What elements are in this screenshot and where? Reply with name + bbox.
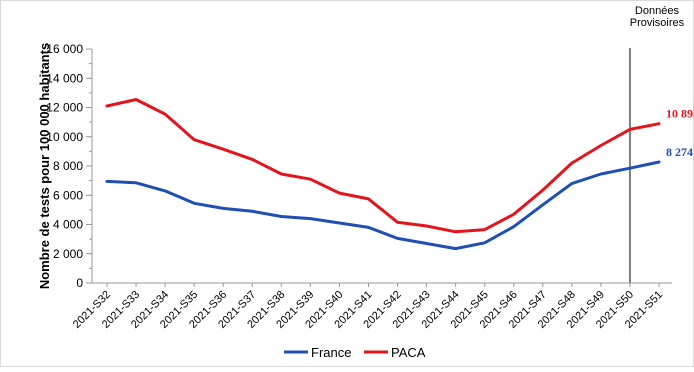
legend: France PACA [284,345,426,360]
end-label-paca: 10 895 [666,107,694,121]
y-tick-label: 14 000 [46,71,83,85]
y-tick-label: 4 000 [53,218,83,232]
y-axis-label: Nombre de tests pour 100 000 habitants [37,43,52,289]
marker-label: Données [635,5,680,17]
y-tick-label: 10 000 [46,130,83,144]
y-axis: 0 2 000 4 000 6 000 8 000 10 000 12 000 14 000 1… [46,42,93,290]
series-group [105,98,661,251]
legend-label-france: France [311,345,351,360]
y-tick-label: 12 000 [46,101,83,115]
end-labels: 8 274 10 895 [666,107,694,159]
y-tick-label: 8 000 [53,159,83,173]
legend-label-paca: PACA [391,345,426,360]
y-tick-label: 6 000 [53,188,83,202]
end-label-france: 8 274 [666,145,693,159]
y-tick-label: 0 [76,276,83,290]
y-tick-label: 16 000 [46,42,83,56]
marker-label: Provisoires [630,17,685,29]
series-line-paca [105,98,661,234]
y-tick-label: 2 000 [53,247,83,261]
series-line-france [105,160,661,251]
